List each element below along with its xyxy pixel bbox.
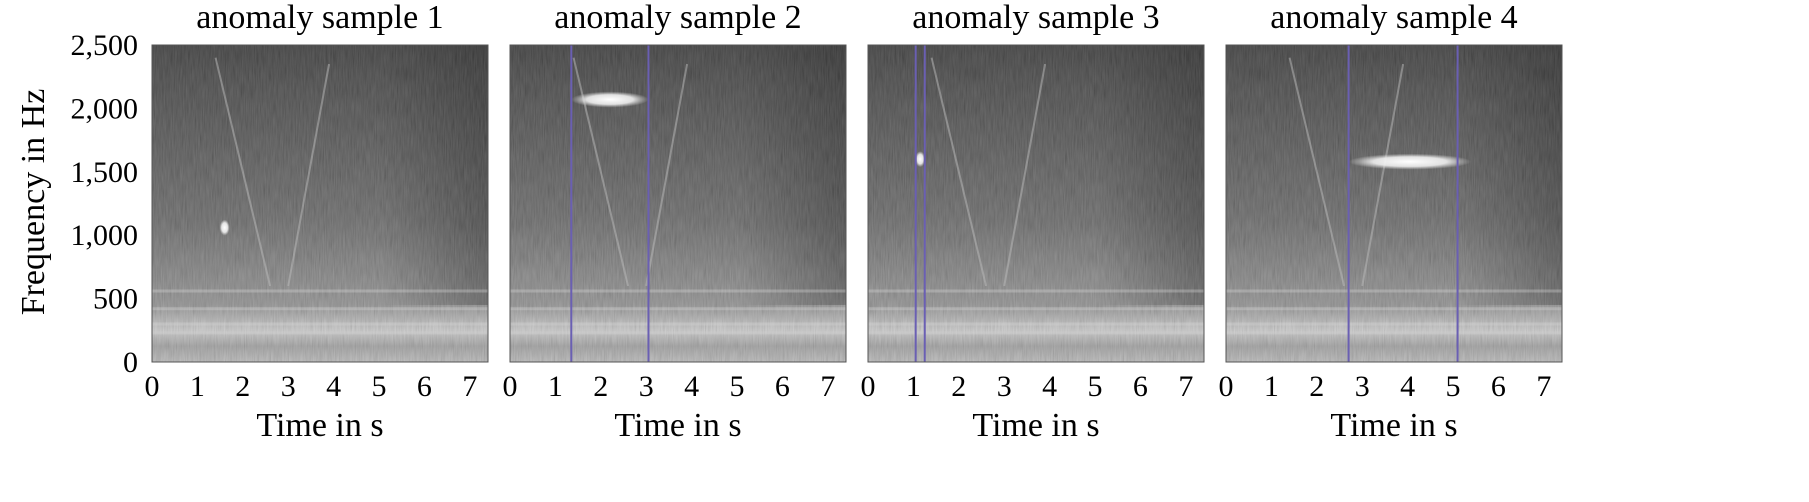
panel-frame [867, 44, 1205, 363]
x-tick-label: 4 [1042, 370, 1057, 403]
x-tick-label: 5 [1446, 370, 1461, 403]
y-tick-label: 500 [93, 283, 138, 316]
x-tick-label: 4 [684, 370, 699, 403]
x-tick-label: 3 [639, 370, 654, 403]
y-tick-label: 2,000 [71, 92, 139, 125]
x-tick-label: 3 [997, 370, 1012, 403]
spectrogram-texture [510, 45, 846, 362]
chirp-line [1288, 57, 1346, 287]
x-axis-label: Time in s [972, 407, 1099, 444]
spectrogram-panel: anomaly sample 1 0 1 2 3 4 5 6 7 Time in s [145, 0, 489, 444]
anomaly-spot [571, 91, 649, 108]
spectrogram-texture [152, 45, 488, 362]
chirp-line [214, 57, 272, 287]
x-tick-label: 2 [951, 370, 966, 403]
x-tick-label: 2 [1309, 370, 1324, 403]
x-tick-label: 7 [1536, 370, 1551, 403]
x-tick-label: 6 [417, 370, 432, 403]
y-tick-label: 1,000 [71, 219, 139, 252]
x-tick-label: 0 [861, 370, 876, 403]
y-tick-labels: 0 500 1,000 1,500 2,000 2,500 [71, 29, 139, 379]
chirp-line [645, 63, 689, 287]
spectrogram-texture [868, 45, 1204, 362]
x-tick-label: 3 [281, 370, 296, 403]
panel-frame [1225, 44, 1563, 363]
spectrogram-panel: anomaly sample 4 0 1 2 3 4 5 6 7 Time in s [1219, 0, 1563, 444]
panel-title: anomaly sample 4 [1270, 0, 1517, 36]
x-tick-label: 1 [906, 370, 921, 403]
x-tick-label: 1 [548, 370, 563, 403]
x-axis-label: Time in s [1330, 407, 1457, 444]
panel-frame [151, 44, 489, 363]
chirp-line [1361, 63, 1405, 287]
x-tick-label: 6 [1133, 370, 1148, 403]
x-tick-label: 6 [775, 370, 790, 403]
chirp-line [287, 63, 331, 287]
x-tick-label: 7 [462, 370, 477, 403]
x-tick-label: 0 [503, 370, 518, 403]
chirp-line [1003, 63, 1047, 287]
x-tick-label: 4 [1400, 370, 1415, 403]
spectrogram-texture [1226, 45, 1562, 362]
y-tick-label: 1,500 [71, 156, 139, 189]
x-tick-label: 5 [730, 370, 745, 403]
anomaly-spot [915, 151, 926, 168]
x-tick-label: 1 [190, 370, 205, 403]
x-tick-label: 5 [1088, 370, 1103, 403]
x-tick-label: 4 [326, 370, 341, 403]
spectrogram-panel: anomaly sample 2 0 1 2 3 4 5 6 7 Time in s [503, 0, 847, 444]
panel-title: anomaly sample 3 [912, 0, 1159, 36]
anomaly-spot [219, 219, 230, 236]
panel-frame [509, 44, 847, 363]
x-tick-label: 7 [1178, 370, 1193, 403]
y-tick-label: 2,500 [71, 29, 139, 62]
x-tick-label: 3 [1355, 370, 1370, 403]
x-tick-label: 6 [1491, 370, 1506, 403]
anomaly-spot [1348, 153, 1472, 170]
x-axis-label: Time in s [256, 407, 383, 444]
chirp-line [930, 57, 988, 287]
x-tick-label: 2 [593, 370, 608, 403]
y-tick-label: 0 [123, 346, 138, 379]
x-tick-label: 1 [1264, 370, 1279, 403]
x-tick-label: 0 [145, 370, 160, 403]
x-tick-label: 5 [372, 370, 387, 403]
panel-title: anomaly sample 2 [554, 0, 801, 36]
spectrogram-panel: anomaly sample 3 0 1 2 3 4 5 6 7 Time in s [861, 0, 1205, 444]
x-tick-label: 2 [235, 370, 250, 403]
x-tick-label: 7 [820, 370, 835, 403]
x-axis-label: Time in s [614, 407, 741, 444]
y-axis-label: Frequency in Hz [15, 89, 52, 316]
panel-title: anomaly sample 1 [196, 0, 443, 36]
x-tick-label: 0 [1219, 370, 1234, 403]
